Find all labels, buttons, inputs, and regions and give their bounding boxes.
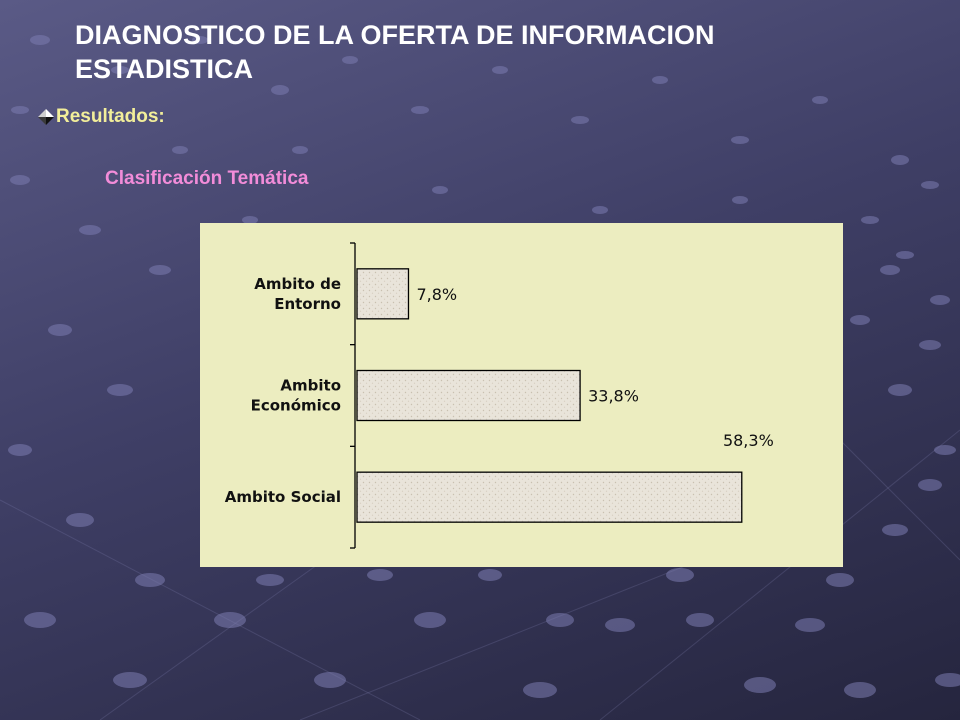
background-dot xyxy=(934,445,956,455)
category-label-line: Económico xyxy=(251,397,341,415)
category-label: Ambito Social xyxy=(225,488,341,506)
background-dot xyxy=(880,265,900,275)
background-dot xyxy=(342,56,358,64)
background-dot xyxy=(592,206,608,214)
category-label-line: Ambito xyxy=(280,377,341,395)
bar xyxy=(356,268,410,320)
background-dot xyxy=(192,36,208,44)
background-dot xyxy=(888,384,912,396)
background-dot xyxy=(891,155,909,165)
background-dot xyxy=(492,66,508,74)
background-dot xyxy=(896,251,914,259)
background-dot xyxy=(930,295,950,305)
background-dot xyxy=(66,513,94,527)
background-dot xyxy=(850,315,870,325)
bar xyxy=(356,471,743,523)
background-dot xyxy=(242,216,258,224)
background-line xyxy=(599,429,960,720)
chart-panel: Ambito de Entorno 7,8% Ambito Económico 33,8%… xyxy=(200,223,843,567)
value-label: 58,3% xyxy=(723,431,774,450)
background-dot xyxy=(795,618,825,632)
background-dot xyxy=(79,225,101,235)
background-dot xyxy=(921,181,939,189)
background-dot xyxy=(686,613,714,627)
background-dot xyxy=(292,146,308,154)
chart-heading: Clasificación Temática xyxy=(105,168,309,189)
background-dot xyxy=(172,146,188,154)
background-dot xyxy=(861,216,879,224)
background-dot xyxy=(652,76,668,84)
background-dot xyxy=(882,524,908,536)
category-label: Ambito de Entorno xyxy=(254,275,341,313)
background-dot xyxy=(149,265,171,275)
background-dot xyxy=(107,384,133,396)
background-dot xyxy=(367,569,393,581)
background-dot xyxy=(666,568,694,582)
background-dot xyxy=(256,574,284,586)
slide-title: DIAGNOSTICO DE LA OFERTA DE INFORMACION … xyxy=(75,20,715,84)
background-dot xyxy=(30,35,50,45)
background-dot xyxy=(731,136,749,144)
background-dot xyxy=(605,618,635,632)
background-dot xyxy=(432,186,448,194)
background-line xyxy=(0,499,421,720)
background-line xyxy=(299,559,701,720)
background-dot xyxy=(24,612,56,628)
bar-chart: Ambito de Entorno 7,8% Ambito Económico 33,8%… xyxy=(225,242,774,549)
background-dot xyxy=(935,673,960,687)
results-label: Resultados: xyxy=(56,106,165,127)
background-dot xyxy=(11,106,29,114)
background-dot xyxy=(523,682,557,698)
category-label: Ambito Económico xyxy=(251,377,341,415)
background-dot xyxy=(732,196,748,204)
background-dot xyxy=(10,175,30,185)
value-label: 7,8% xyxy=(416,285,457,304)
background-dot xyxy=(414,612,446,628)
background-dot xyxy=(8,444,32,456)
background-dot xyxy=(812,96,828,104)
background-dot xyxy=(744,677,776,693)
background-dot xyxy=(111,66,129,74)
background-dot xyxy=(844,682,876,698)
background-dot xyxy=(411,106,429,114)
bar xyxy=(356,369,581,422)
background-dot xyxy=(314,672,346,688)
category-label-line: Ambito Social xyxy=(225,488,341,506)
background-dot xyxy=(571,116,589,124)
background-dot xyxy=(48,324,72,336)
category-label-line: Entorno xyxy=(274,295,341,313)
background-dot xyxy=(135,573,165,587)
background-dot xyxy=(113,672,147,688)
background-dot xyxy=(546,613,574,627)
background-dot xyxy=(271,85,289,95)
background-dot xyxy=(214,612,246,628)
value-label: 33,8% xyxy=(588,387,639,406)
background-dot xyxy=(918,479,942,491)
background-dot xyxy=(478,569,502,581)
background-dot xyxy=(919,340,941,350)
background-dot xyxy=(826,573,854,587)
category-label-line: Ambito de xyxy=(254,275,341,293)
diamond-bullet-icon xyxy=(38,109,54,125)
